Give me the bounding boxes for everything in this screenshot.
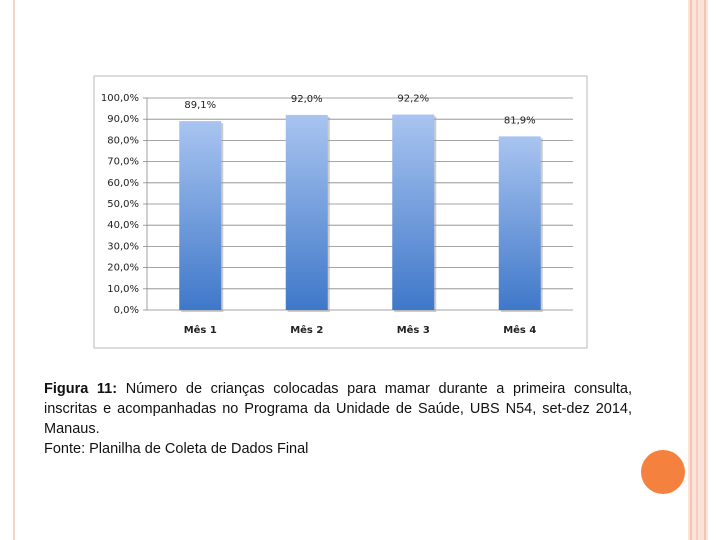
y-tick-label: 60,0% [107,178,139,189]
y-tick-label: 10,0% [107,284,139,295]
y-tick-label: 50,0% [107,199,139,210]
circle-dot [641,450,685,494]
y-tick-label: 40,0% [107,220,139,231]
value-label: 81,9% [504,115,536,126]
x-tick-label: Mês 4 [503,324,536,336]
bar [392,114,435,310]
caption: Figura 11: Número de crianças colocadas … [44,379,632,459]
y-tick-label: 30,0% [107,241,139,252]
bar [179,121,222,310]
value-label: 92,0% [291,94,323,105]
x-tick-label: Mês 2 [290,324,323,336]
y-tick-label: 20,0% [107,263,139,274]
y-tick-label: 80,0% [107,135,139,146]
caption-label: Figura 11: [44,381,118,397]
y-tick-label: 100,0% [101,93,139,104]
x-tick-label: Mês 1 [184,324,217,336]
y-tick-label: 90,0% [107,114,139,125]
value-label: 92,2% [397,94,429,105]
right-band [688,0,708,540]
x-tick-label: Mês 3 [397,324,430,336]
caption-source: Fonte: Planilha de Coleta de Dados Final [44,441,309,457]
caption-text: Número de crianças colocadas para mamar … [44,381,632,437]
bar [498,136,541,310]
value-label: 89,1% [184,100,216,111]
y-tick-label: 70,0% [107,157,139,168]
y-tick-label: 0,0% [114,305,139,316]
bar [285,114,328,311]
